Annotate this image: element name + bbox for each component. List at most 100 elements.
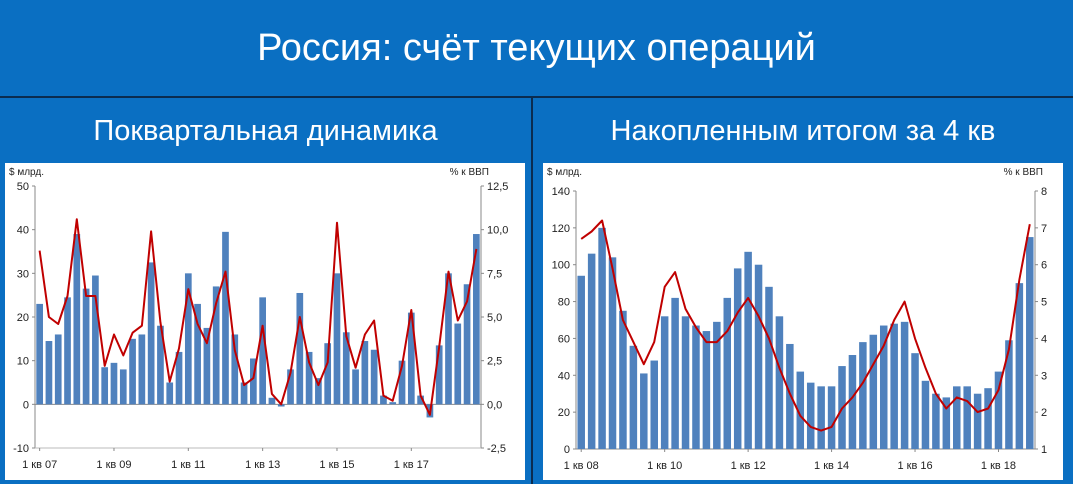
left-axis-unit: $ млрд. <box>9 167 44 178</box>
y-tick-label-left: 60 <box>558 333 570 345</box>
x-tick-label: 1 кв 14 <box>814 460 849 472</box>
x-tick-label: 1 кв 09 <box>96 459 131 471</box>
quarterly-chart-panel: 50 40 30 20 10 0 -10 12,5 10,0 7,5 5,0 2,5 0,0 -2,5 $ … <box>5 163 525 480</box>
bar <box>463 284 471 405</box>
bar <box>629 345 638 449</box>
bar <box>435 345 443 405</box>
bar <box>942 397 951 449</box>
x-tick-label: 1 кв 10 <box>647 460 682 472</box>
bar <box>859 342 867 449</box>
y-tick-label-left: 40 <box>17 225 29 237</box>
y-tick-label-left: 30 <box>17 268 29 280</box>
divider-horizontal <box>0 96 1073 98</box>
bar <box>733 268 742 449</box>
bar <box>473 234 480 405</box>
y-tick-label-right: 3 <box>1041 370 1047 382</box>
bar <box>786 343 794 449</box>
bar <box>681 316 690 449</box>
bar <box>147 262 155 405</box>
bar <box>36 303 43 405</box>
bar <box>82 288 90 405</box>
y-tick-label-right: -2,5 <box>487 443 506 455</box>
quarterly-chart: 50 40 30 20 10 0 -10 12,5 10,0 7,5 5,0 2,5 0,0 -2,5 $ … <box>9 167 508 471</box>
bar <box>879 325 888 449</box>
bar <box>305 351 313 405</box>
left-axis-unit: $ млрд. <box>547 167 582 178</box>
right-panel-subtitle: Накопленным итогом за 4 кв <box>610 114 996 147</box>
y-tick-label-left: 10 <box>17 356 29 368</box>
bar <box>119 369 127 405</box>
bar <box>380 395 387 405</box>
y-tick-label-right: 1 <box>1041 444 1047 456</box>
x-tick-label: 1 кв 07 <box>22 459 57 471</box>
x-tick-label: 1 кв 16 <box>897 460 932 472</box>
bar <box>932 393 940 449</box>
bar <box>577 275 585 449</box>
bar <box>64 297 71 405</box>
bar <box>389 402 397 405</box>
y-tick-label-left: 20 <box>558 407 570 419</box>
bar <box>184 273 192 405</box>
bar <box>417 395 424 405</box>
bar <box>660 316 669 449</box>
bar <box>848 355 857 449</box>
bar <box>54 334 62 405</box>
bar <box>352 369 359 405</box>
x-tick-label: 1 кв 18 <box>981 460 1016 472</box>
bar <box>598 227 606 449</box>
bar <box>619 310 627 449</box>
y-tick-label-left: 0 <box>23 399 29 411</box>
bar <box>398 360 406 405</box>
bar <box>984 388 992 449</box>
divider-vertical <box>531 97 533 484</box>
bar <box>240 382 248 405</box>
y-tick-label-left: 40 <box>558 370 570 382</box>
right-axis-unit: % к ВВП <box>1004 167 1043 178</box>
y-tick-label-right: 10,0 <box>487 225 508 237</box>
bar <box>692 325 700 449</box>
bar <box>827 386 836 449</box>
bar <box>101 367 109 405</box>
bar <box>806 382 815 449</box>
bar <box>963 386 971 449</box>
x-tick-label: 1 кв 11 <box>171 459 205 471</box>
y-tick-label-right: 5,0 <box>487 312 502 324</box>
bar <box>333 273 341 405</box>
y-tick-label-left: 20 <box>17 312 29 324</box>
bar <box>45 341 53 405</box>
bar <box>315 378 322 405</box>
bar <box>138 334 146 405</box>
y-tick-label-left: 120 <box>552 223 570 235</box>
bar <box>231 334 239 405</box>
bar <box>713 321 721 449</box>
x-tick-label: 1 кв 17 <box>394 459 429 471</box>
bar <box>890 323 898 449</box>
bar <box>765 286 773 449</box>
bar <box>268 397 276 405</box>
y-tick-label-right: 4 <box>1041 333 1047 345</box>
y-tick-label-left: 80 <box>558 297 570 309</box>
cumulative-chart: 140 120 100 80 60 40 20 0 8 7 6 5 4 3 2 1 $ млрд. % к ВВП… <box>547 167 1047 472</box>
bar <box>287 369 294 405</box>
y-tick-label-left: 140 <box>552 186 570 198</box>
y-tick-label-right: 7 <box>1041 223 1047 235</box>
bar <box>671 297 679 449</box>
bar <box>869 334 878 449</box>
page-title: Россия: счёт текущих операций <box>257 27 816 69</box>
y-tick-label-right: 2 <box>1041 407 1047 419</box>
y-tick-label-left: 50 <box>17 181 29 193</box>
bar <box>1005 340 1013 449</box>
bar <box>212 286 220 405</box>
y-tick-label-right: 5 <box>1041 297 1047 309</box>
bar <box>361 341 369 405</box>
bar <box>407 312 415 405</box>
y-tick-label-right: 7,5 <box>487 268 502 280</box>
bar <box>175 351 183 405</box>
bar <box>1015 283 1024 449</box>
bar <box>775 316 784 449</box>
y-tick-label-right: 8 <box>1041 186 1047 198</box>
bar <box>166 382 174 405</box>
bar <box>953 386 961 449</box>
bar <box>259 297 266 405</box>
bar <box>110 362 118 405</box>
